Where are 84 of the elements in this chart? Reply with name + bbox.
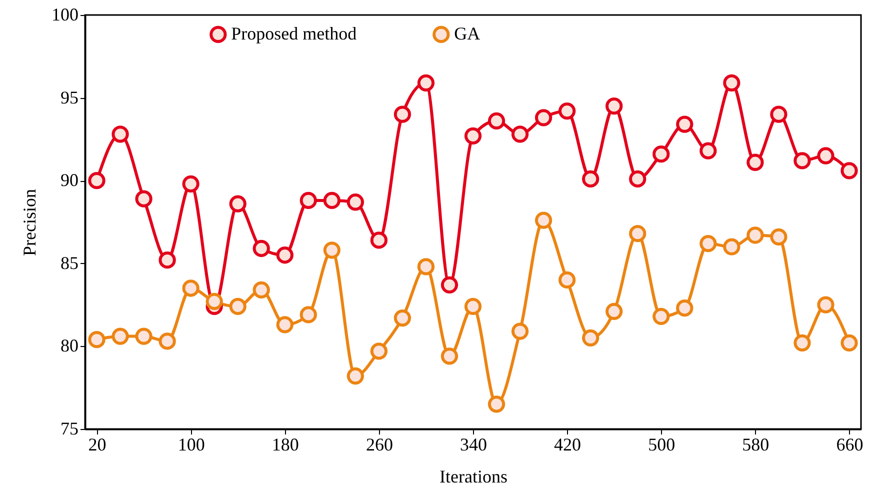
point [323, 242, 340, 259]
point [558, 271, 576, 289]
point [252, 281, 270, 298]
point [770, 106, 788, 123]
point [676, 116, 694, 133]
point [652, 308, 670, 325]
point [700, 142, 717, 160]
point [606, 98, 623, 115]
point [323, 192, 340, 210]
point [770, 228, 788, 246]
point [346, 194, 364, 211]
legend-label: GA [454, 23, 480, 44]
point [370, 232, 388, 249]
point [464, 127, 482, 144]
point [817, 147, 834, 164]
point [794, 152, 811, 170]
point [417, 258, 435, 276]
point [676, 300, 694, 317]
point [300, 306, 317, 324]
x-axis-title: Iterations [440, 466, 508, 486]
point [817, 296, 834, 314]
point [840, 334, 858, 352]
x-tick-label: 20 [88, 434, 106, 454]
point [135, 190, 152, 208]
point [652, 146, 670, 163]
point [558, 102, 576, 120]
legend-label: Proposed method [231, 23, 357, 44]
y-tick-label: 100 [52, 4, 78, 24]
point [300, 192, 317, 210]
y-axis-title: Precision [20, 189, 40, 256]
point [488, 112, 506, 130]
point [629, 225, 646, 242]
point [511, 322, 529, 340]
point [158, 252, 176, 269]
point [582, 170, 600, 188]
y-tick-label: 95 [60, 87, 78, 108]
point [370, 342, 388, 360]
point [158, 332, 176, 350]
point [440, 276, 458, 294]
point [182, 175, 200, 192]
x-tick-label: 340 [460, 434, 487, 454]
point [746, 154, 764, 171]
y-tick-label: 85 [60, 252, 78, 273]
point [394, 309, 412, 327]
x-tick-label: 500 [648, 434, 676, 454]
point [346, 367, 364, 385]
point [582, 329, 600, 346]
point [417, 74, 435, 92]
point [794, 334, 811, 352]
x-tick-label: 420 [554, 434, 582, 454]
x-tick-label: 100 [178, 434, 205, 454]
point [135, 328, 152, 345]
point [746, 226, 764, 244]
point [252, 240, 270, 258]
point [88, 172, 106, 190]
x-tick-label: 580 [742, 434, 770, 454]
y-tick-label: 80 [60, 336, 78, 356]
point [182, 280, 200, 297]
point [112, 126, 129, 143]
point [606, 302, 623, 320]
point [464, 298, 482, 316]
point [723, 238, 740, 256]
point [229, 298, 246, 316]
point [511, 126, 529, 143]
point [440, 348, 458, 365]
point [88, 331, 106, 348]
point [276, 246, 294, 264]
point [700, 234, 717, 252]
point [629, 170, 646, 188]
y-tick-label: 75 [60, 418, 78, 438]
point [840, 162, 858, 180]
x-tick-label: 660 [836, 434, 864, 454]
point [534, 109, 552, 126]
x-tick-label: 260 [366, 434, 393, 454]
x-tick-label: 180 [272, 434, 299, 454]
point [112, 328, 129, 345]
point [206, 292, 223, 310]
point [229, 195, 246, 212]
point [488, 396, 506, 413]
point [723, 74, 740, 92]
y-tick-label: 90 [60, 170, 78, 190]
point [534, 212, 552, 229]
point [394, 106, 412, 123]
point [276, 316, 294, 334]
